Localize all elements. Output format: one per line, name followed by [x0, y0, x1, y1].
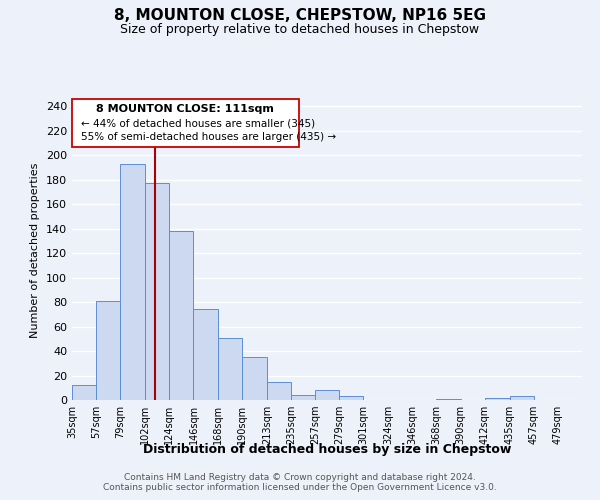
Bar [485, 398, 510, 400]
Text: Contains public sector information licensed under the Open Government Licence v3: Contains public sector information licen… [103, 484, 497, 492]
Bar [145, 184, 169, 400]
Text: Distribution of detached houses by size in Chepstow: Distribution of detached houses by size … [143, 442, 511, 456]
Bar [218, 338, 242, 400]
FancyBboxPatch shape [72, 99, 299, 146]
Bar [267, 382, 291, 400]
Text: Size of property relative to detached houses in Chepstow: Size of property relative to detached ho… [121, 22, 479, 36]
Text: 55% of semi-detached houses are larger (435) →: 55% of semi-detached houses are larger (… [81, 132, 336, 142]
Text: 8, MOUNTON CLOSE, CHEPSTOW, NP16 5EG: 8, MOUNTON CLOSE, CHEPSTOW, NP16 5EG [114, 8, 486, 22]
Bar [436, 399, 461, 400]
Text: ← 44% of detached houses are smaller (345): ← 44% of detached houses are smaller (34… [81, 118, 315, 128]
Bar [510, 396, 534, 400]
Bar [169, 231, 193, 400]
Bar [315, 390, 339, 400]
Bar [291, 395, 315, 400]
Text: 8 MOUNTON CLOSE: 111sqm: 8 MOUNTON CLOSE: 111sqm [97, 104, 274, 114]
Bar [242, 357, 267, 400]
Bar [193, 310, 218, 400]
Bar [96, 301, 120, 400]
Bar [339, 396, 363, 400]
Bar [72, 386, 96, 400]
Y-axis label: Number of detached properties: Number of detached properties [31, 162, 40, 338]
Bar [120, 164, 145, 400]
Text: Contains HM Land Registry data © Crown copyright and database right 2024.: Contains HM Land Registry data © Crown c… [124, 472, 476, 482]
